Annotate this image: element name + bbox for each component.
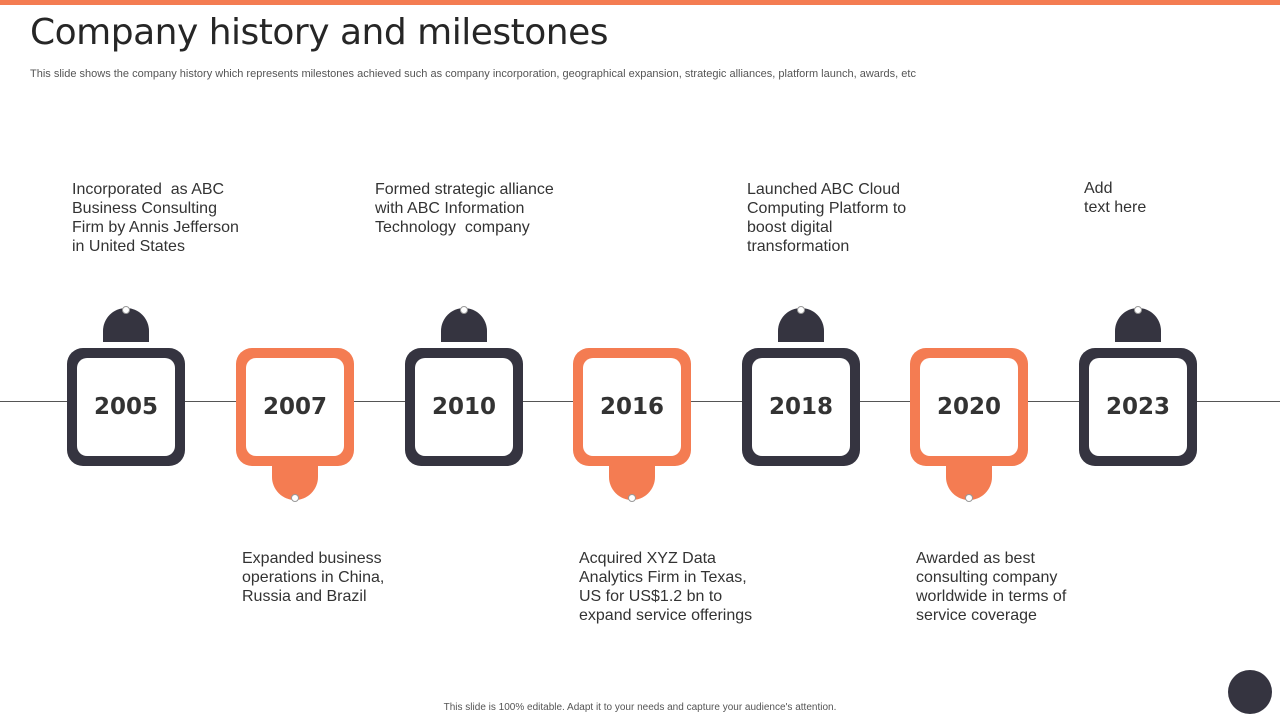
milestone-2010-description: Formed strategic alliance with ABC Infor…: [375, 181, 554, 236]
connector-dot: [122, 306, 130, 314]
year-label: 2020: [936, 394, 1001, 420]
year-label: 2005: [93, 394, 158, 420]
year-box: 2010: [405, 348, 523, 466]
connector-dot: [797, 306, 805, 314]
milestone-2020: 2020: [910, 306, 1028, 502]
connector-dot: [460, 306, 468, 314]
connector-dot: [1134, 306, 1142, 314]
milestone-2018: 2018: [742, 306, 860, 502]
milestone-2005-description: Incorporated as ABC Business Consulting …: [72, 181, 239, 255]
year-label: 2007: [262, 394, 327, 420]
milestone-2016: 2016: [573, 306, 691, 502]
milestone-2005: 2005: [67, 306, 185, 502]
milestone-2016-description: Acquired XYZ Data Analytics Firm in Texa…: [579, 550, 753, 624]
milestone-2018-description: Launched ABC Cloud Computing Platform to…: [747, 181, 907, 255]
year-box: 2020: [910, 348, 1028, 466]
year-box: 2023: [1079, 348, 1197, 466]
year-label: 2016: [599, 394, 664, 420]
year-box: 2007: [236, 348, 354, 466]
year-box: 2018: [742, 348, 860, 466]
connector-dot: [628, 494, 636, 502]
page-title: Company history and milestones: [30, 12, 608, 53]
top-accent-bar: [0, 0, 1280, 5]
page-subtitle: This slide shows the company history whi…: [30, 68, 916, 80]
year-box: 2016: [573, 348, 691, 466]
year-label: 2023: [1105, 394, 1170, 420]
milestone-2010: 2010: [405, 306, 523, 502]
corner-circle-decoration: [1228, 670, 1272, 714]
milestone-2007: 2007: [236, 306, 354, 502]
connector-dot: [291, 494, 299, 502]
milestone-2023-description[interactable]: Add text here: [1084, 180, 1147, 216]
year-box: 2005: [67, 348, 185, 466]
connector-dot: [965, 494, 973, 502]
year-label: 2018: [768, 394, 833, 420]
milestone-2020-description: Awarded as best consulting company world…: [916, 550, 1067, 624]
milestone-2023: 2023: [1079, 306, 1197, 502]
year-label: 2010: [431, 394, 496, 420]
milestone-2007-description: Expanded business operations in China, R…: [242, 550, 385, 605]
footer-note: This slide is 100% editable. Adapt it to…: [443, 702, 837, 713]
